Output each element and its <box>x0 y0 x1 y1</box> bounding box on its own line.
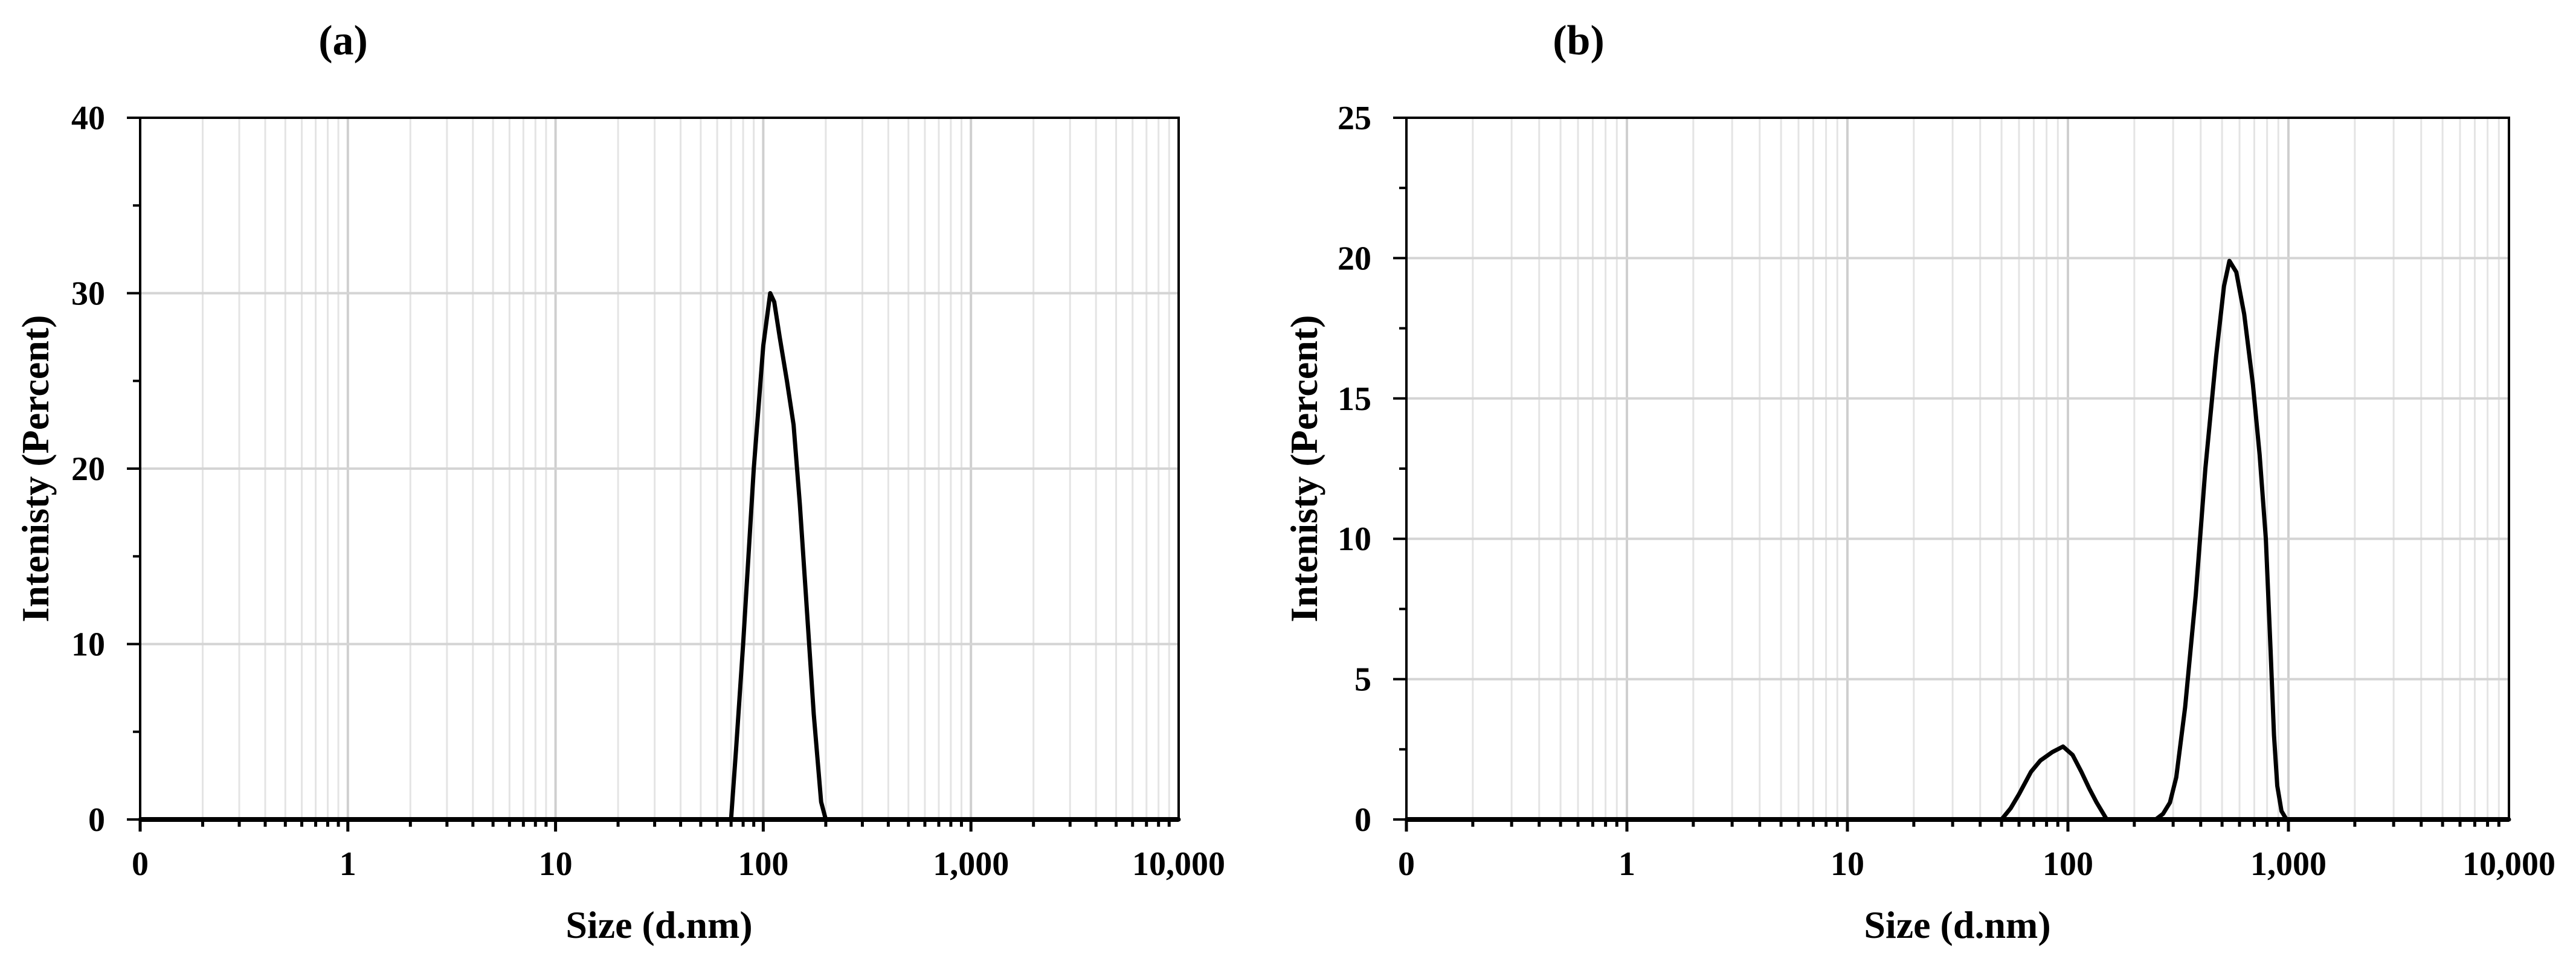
y-tick-label: 5 <box>1354 661 1371 699</box>
y-tick-label: 10 <box>1338 521 1371 558</box>
y-tick-label: 0 <box>1354 801 1371 839</box>
y-tick-label: 10 <box>71 626 105 664</box>
y-tick-label: 15 <box>1338 380 1371 418</box>
x-tick-label: 1 <box>340 845 356 883</box>
y-tick-label: 40 <box>71 100 105 137</box>
x-tick-label: 10 <box>1831 845 1864 883</box>
x-tick-label: 1,000 <box>933 845 1009 883</box>
x-tick-label: 10,000 <box>1132 845 1225 883</box>
chart-panel-a: 0 10 20 30 40 0 1 10 100 1,000 10,000 (a) Size (d.nm… <box>14 18 1225 946</box>
y-tick-label: 30 <box>71 275 105 313</box>
y-tick-label: 25 <box>1338 100 1371 137</box>
x-tick-label: 10 <box>539 845 573 883</box>
x-axis-title: Size (d.nm) <box>1864 903 2050 946</box>
x-tick-label: 1 <box>1618 845 1635 883</box>
y-tick-label: 20 <box>1338 240 1371 277</box>
y-tick-label: 0 <box>88 801 105 839</box>
panel-label: (a) <box>318 18 368 64</box>
chart-panel-b: 0 5 10 15 20 25 0 1 10 100 1,000 10,000 (b) Size (d.n… <box>1283 18 2555 946</box>
y-axis-title: Intenisty (Percent) <box>14 315 57 623</box>
series-line <box>138 291 1181 822</box>
y-axis-title: Intenisty (Percent) <box>1283 315 1325 623</box>
x-tick-label: 100 <box>2043 845 2093 883</box>
y-tick-label: 20 <box>71 451 105 488</box>
series-line <box>1404 258 2511 822</box>
x-tick-label: 0 <box>1398 845 1415 883</box>
x-tick-label: 100 <box>738 845 788 883</box>
x-tick-label: 10,000 <box>2462 845 2555 883</box>
x-axis-title: Size (d.nm) <box>565 903 752 946</box>
x-tick-label: 1,000 <box>2250 845 2326 883</box>
panel-label: (b) <box>1553 18 1605 64</box>
x-tick-label: 0 <box>132 845 149 883</box>
plot-frame <box>1405 117 2510 821</box>
